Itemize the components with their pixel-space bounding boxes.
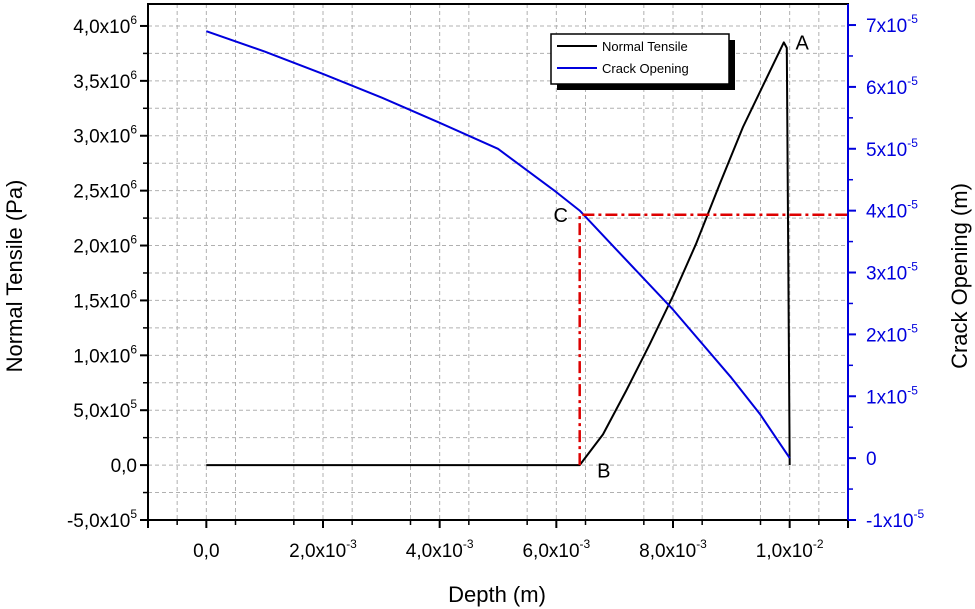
left-y-tick-label: -5,0x105 <box>67 507 137 532</box>
point-label-a: A <box>796 32 810 54</box>
left-y-tick-label: 2,5x106 <box>73 178 137 203</box>
left-y-tick-label: 3,5x106 <box>73 68 137 93</box>
annotations: A B C <box>554 32 810 482</box>
left-y-tick-label: 0,0 <box>111 456 137 477</box>
gridlines <box>148 4 848 521</box>
left-y-axis-title: Normal Tensile (Pa) <box>2 180 27 373</box>
left-y-tick-label: 2,0x106 <box>73 233 137 258</box>
point-label-c: C <box>554 205 568 227</box>
right-y-tick-label: 7x10-5 <box>866 12 918 37</box>
point-label-b: B <box>597 461 610 483</box>
series-line-normal-tensile <box>206 41 791 467</box>
x-tick-label: 0,0 <box>193 541 219 562</box>
x-tick-label: 8,0x10-3 <box>639 537 707 562</box>
left-y-tick-label: 4,0x106 <box>73 13 137 38</box>
right-y-tick-label: 4x10-5 <box>866 198 918 223</box>
left-y-tick-label: 1,0x106 <box>73 342 137 367</box>
right-y-tick-label: -1x10-5 <box>866 507 925 532</box>
legend: Normal Tensile Crack Opening <box>550 33 735 90</box>
right-y-tick-label: 5x10-5 <box>866 136 918 161</box>
chart-series <box>205 30 848 467</box>
left-y-tick-label: 3,0x106 <box>73 123 137 148</box>
x-tick-label: 1,0x10-2 <box>756 537 824 562</box>
x-tick-label: 6,0x10-3 <box>522 537 590 562</box>
right-y-tick-label: 1x10-5 <box>866 383 918 408</box>
series-line-crack-opening <box>205 30 791 459</box>
tick-labels: 0,0 2,0x10-3 4,0x10-3 6,0x10-3 8,0x10-3 1,0x1… <box>67 12 925 562</box>
right-y-tick-label: 0 <box>866 449 877 470</box>
left-y-tick-label: 1,5x106 <box>73 287 137 312</box>
left-y-tick-label: 5,0x105 <box>73 397 137 422</box>
right-y-axis-title: Crack Opening (m) <box>947 183 972 369</box>
x-tick-label: 2,0x10-3 <box>289 537 357 562</box>
right-y-tick-label: 2x10-5 <box>866 321 918 346</box>
x-tick-label: 4,0x10-3 <box>406 537 474 562</box>
axis-ticks <box>140 24 856 528</box>
legend-label-normal-tensile: Normal Tensile <box>602 39 688 54</box>
legend-label-crack-opening: Crack Opening <box>602 61 689 76</box>
right-y-tick-label: 6x10-5 <box>866 74 918 99</box>
plot-frame <box>147 3 849 521</box>
x-axis-title: Depth (m) <box>448 582 546 607</box>
right-y-tick-label: 3x10-5 <box>866 260 918 285</box>
